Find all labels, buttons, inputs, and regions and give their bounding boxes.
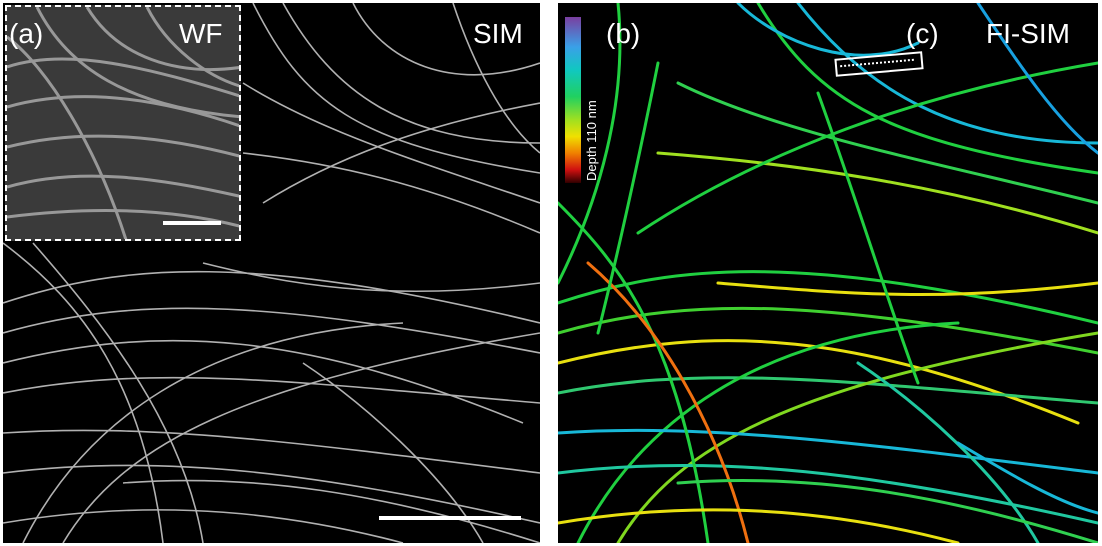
colorbar-label: Depth 110 nm xyxy=(584,100,599,181)
panel-label-b: (b) xyxy=(606,18,641,49)
inset-scale-bar xyxy=(163,221,221,225)
depth-colorbar xyxy=(565,17,581,183)
wf-inset xyxy=(5,5,241,241)
wf-label: WF xyxy=(179,18,223,49)
main-scale-bar xyxy=(379,516,521,520)
panel-label-c: (c) xyxy=(906,18,939,49)
wf-filament-image xyxy=(7,7,239,239)
sim-label: SIM xyxy=(473,18,523,49)
sim-filament-image xyxy=(3,3,540,543)
sim-image-panel: (a) WF SIM xyxy=(3,3,540,543)
fisim-image-panel: Depth 110 nm (b) (c) FI-SIM xyxy=(558,3,1098,543)
fisim-filament-image xyxy=(558,3,1098,543)
panel-label-a: (a) xyxy=(9,18,44,49)
fisim-label: FI-SIM xyxy=(986,18,1070,49)
